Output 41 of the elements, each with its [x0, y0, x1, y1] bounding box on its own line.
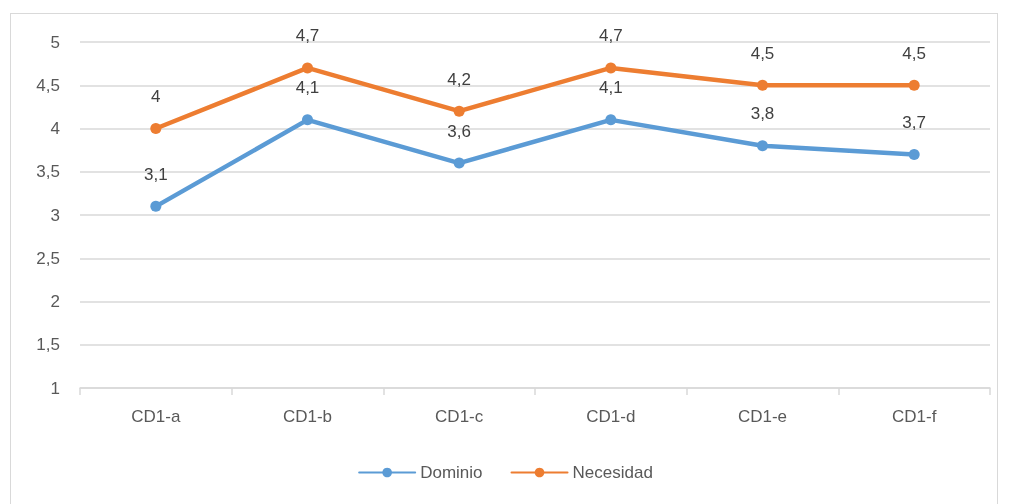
- data-label: 4,5: [902, 43, 926, 63]
- point: [302, 114, 313, 126]
- point: [453, 105, 465, 117]
- point: [605, 62, 617, 74]
- y-tick-label: 1,5: [36, 335, 60, 355]
- point: [150, 123, 162, 134]
- y-tick-label: 3,5: [36, 162, 60, 182]
- y-tick-label: 4,5: [36, 75, 60, 95]
- data-label: 3,8: [750, 104, 775, 124]
- data-label: 4: [151, 87, 161, 106]
- point: [302, 62, 313, 74]
- y-tick-label: 3: [50, 205, 60, 225]
- x-tick-label: CD1-f: [891, 407, 937, 426]
- data-label: 3,7: [902, 112, 926, 132]
- point: [757, 140, 768, 152]
- data-label: 4,1: [599, 78, 623, 98]
- point: [908, 79, 920, 91]
- point: [150, 200, 162, 212]
- point: [908, 148, 920, 160]
- data-label: 4,7: [599, 26, 623, 46]
- data-label: 4,5: [750, 43, 775, 63]
- legend-label: Necesidad: [572, 463, 653, 482]
- point: [757, 79, 768, 91]
- y-tick-label: 2,5: [36, 248, 60, 268]
- data-label: 4,1: [295, 78, 320, 98]
- y-tick-label: 2: [50, 292, 60, 311]
- point: [453, 157, 465, 169]
- data-label: 3,1: [144, 164, 168, 184]
- legend-label: Dominio: [420, 463, 483, 482]
- data-label: 4,2: [447, 69, 471, 89]
- y-tick-label: 5: [50, 32, 60, 52]
- x-tick-label: CD1-a: [131, 407, 181, 426]
- x-tick-label: CD1-d: [586, 407, 636, 426]
- data-label: 3,6: [447, 121, 471, 141]
- x-tick-label: CD1-b: [282, 407, 333, 426]
- y-tick-label: 1: [50, 378, 60, 398]
- data-label: 4,7: [295, 26, 320, 46]
- point: [605, 114, 617, 126]
- y-tick-label: 4: [50, 119, 60, 138]
- x-tick-label: CD1-e: [737, 407, 788, 426]
- x-tick-label: CD1-c: [435, 407, 484, 426]
